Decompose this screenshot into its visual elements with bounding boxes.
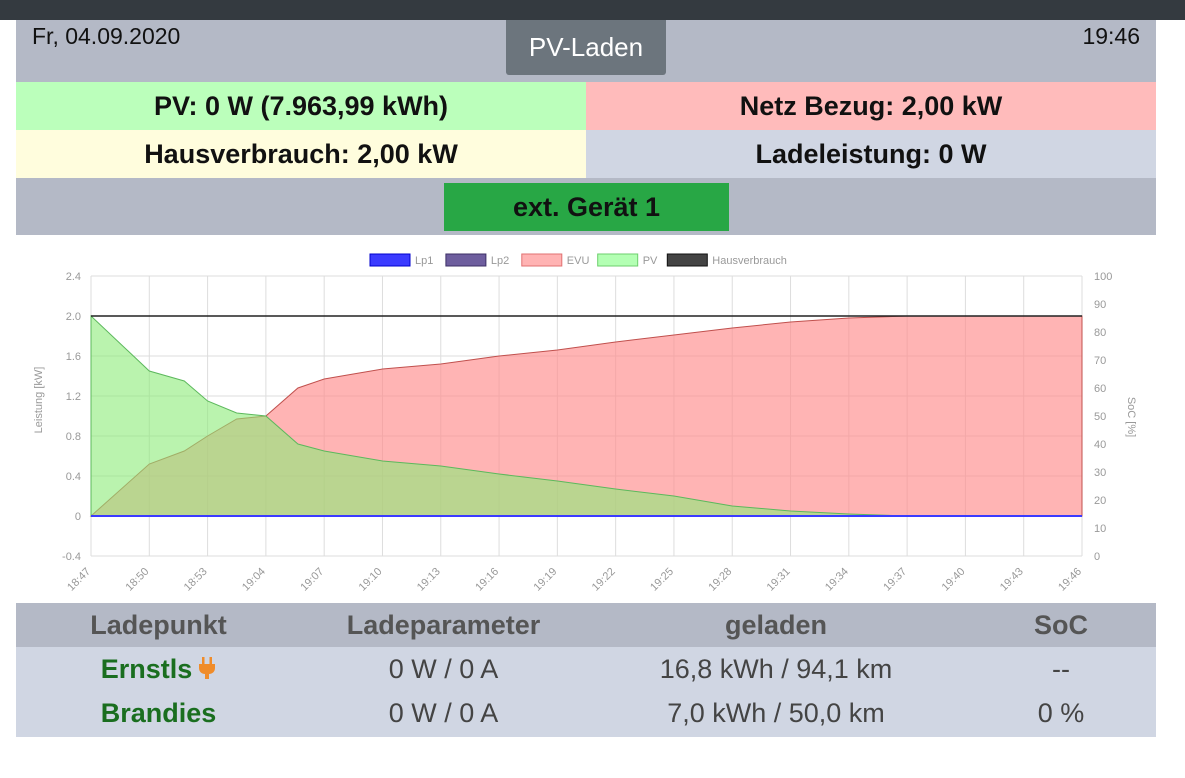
y-tick-label: 1.6 [66,351,81,363]
y2-tick-label: 10 [1094,523,1106,535]
charge-point-name-cell[interactable]: Brandies [16,691,301,735]
x-tick-label: 19:10 [357,566,385,594]
x-tick-label: 19:40 [940,566,968,594]
charge-params-cell: 0 W / 0 A [388,654,499,684]
y-tick-label: 0 [75,511,81,523]
y2-tick-label: 40 [1094,439,1106,451]
y-tick-label: 0.8 [66,431,81,443]
x-tick-label: 19:16 [473,566,501,594]
grid-import-stat: Netz Bezug: 2,00 kW [586,82,1156,130]
y2-tick-label: 50 [1094,411,1106,423]
x-tick-label: 19:19 [532,566,560,594]
legend-label: EVU [567,255,590,267]
charged-energy-cell: 16,8 kWh / 94,1 km [659,654,893,684]
charge-point-name[interactable]: Brandies [100,698,217,728]
y2-tick-label: 30 [1094,467,1106,479]
plug-icon [198,649,216,693]
charge-point-name-cell[interactable]: Ernstls [16,647,301,691]
y-axis-right-label: SoC [%] [1125,397,1137,437]
power-chart: 2.42.01.61.20.80.40-0.410090807060504030… [33,253,1137,594]
y2-tick-label: 80 [1094,327,1106,339]
table-row: Ernstls 0 W / 0 A 16,8 kWh / 94,1 km -- [16,647,1156,691]
y-axis-left-label: Leistung [kW] [33,367,45,434]
col-header-geladen: geladen [724,610,828,640]
y-tick-label: -0.4 [62,551,81,563]
charge-point-name[interactable]: Ernstls [100,654,193,684]
table-row: Brandies 0 W / 0 A 7,0 kWh / 50,0 km 0 % [16,691,1156,737]
x-tick-label: 19:25 [648,566,676,594]
y2-tick-label: 100 [1094,271,1112,283]
chart-areas [89,314,1083,517]
header-bar: Fr, 04.09.2020 PV-Laden 19:46 [16,20,1156,82]
charged-energy-cell: 7,0 kWh / 50,0 km [667,698,885,728]
table-header-row: Ladepunkt Ladeparameter geladen SoC [16,603,1156,647]
ext-device-1-button[interactable]: ext. Gerät 1 [444,183,729,231]
x-tick-label: 19:43 [998,566,1026,594]
x-tick-label: 18:53 [182,566,210,594]
soc-cell: -- [1052,654,1070,684]
legend-label: Hausverbrauch [712,255,787,267]
y2-tick-label: 0 [1094,551,1100,563]
y2-tick-label: 20 [1094,495,1106,507]
legend-swatch [666,253,708,267]
x-tick-label: 19:34 [823,566,851,594]
x-tick-label: 19:37 [881,566,909,594]
y-tick-label: 0.4 [66,471,81,483]
col-header-soc: SoC [1034,610,1088,640]
time-label: 19:46 [1082,23,1140,49]
soc-cell: 0 % [1037,698,1085,728]
charging-power-stat: Ladeleistung: 0 W [586,130,1156,178]
y2-tick-label: 70 [1094,355,1106,367]
legend-label: Lp2 [491,255,509,267]
x-tick-label: 19:28 [706,566,734,594]
date-label: Fr, 04.09.2020 [32,23,181,49]
col-header-ladepunkt: Ladepunkt [90,610,227,640]
pv-power-stat: PV: 0 W (7.963,99 kWh) [16,82,586,130]
legend-label: Lp1 [415,255,433,267]
y2-tick-label: 90 [1094,299,1106,311]
x-tick-label: 18:50 [123,566,151,594]
external-device-row: ext. Gerät 1 [16,178,1156,235]
x-tick-label: 19:04 [240,566,268,594]
x-tick-label: 19:22 [590,566,618,594]
chart-legend: Lp1 Lp2 EVU PV Hausverbrauch [369,253,787,267]
charge-params-cell: 0 W / 0 A [388,698,499,728]
y2-tick-label: 60 [1094,383,1106,395]
y-tick-label: 2.0 [66,311,81,323]
x-tick-label: 18:47 [65,566,93,594]
y-tick-label: 1.2 [66,391,81,403]
x-tick-label: 19:07 [298,566,326,594]
legend-swatch [445,253,487,267]
window-top-bar [0,0,1185,20]
legend-swatch [597,253,639,267]
legend-swatch [521,253,563,267]
legend-label: PV [643,255,658,267]
x-tick-label: 19:13 [415,566,443,594]
col-header-ladeparameter: Ladeparameter [346,610,541,640]
x-tick-label: 19:31 [765,566,793,594]
x-tick-label: 19:46 [1056,566,1084,594]
y-tick-label: 2.4 [66,271,81,283]
charge-mode-button[interactable]: PV-Laden [506,20,666,75]
house-consumption-stat: Hausverbrauch: 2,00 kW [16,130,586,178]
legend-swatch [369,253,411,267]
